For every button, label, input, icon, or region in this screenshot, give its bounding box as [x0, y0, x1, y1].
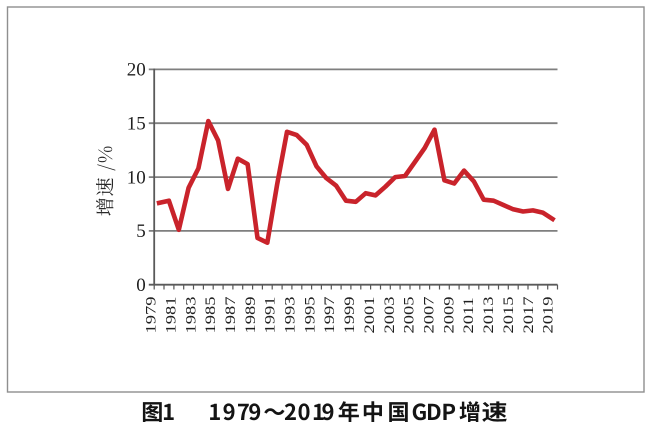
svg-text:1999: 1999	[341, 297, 358, 334]
svg-text:2009: 2009	[440, 297, 457, 334]
svg-text:15: 15	[127, 114, 146, 135]
svg-text:1993: 1993	[281, 297, 298, 334]
svg-text:2011: 2011	[460, 297, 477, 333]
svg-text:2013: 2013	[480, 297, 497, 334]
svg-text:2015: 2015	[500, 297, 517, 334]
svg-text:2007: 2007	[420, 297, 437, 334]
svg-text:2005: 2005	[400, 297, 417, 334]
svg-text:1981: 1981	[162, 297, 179, 334]
svg-text:1997: 1997	[321, 297, 338, 334]
svg-text:2017: 2017	[520, 297, 537, 334]
svg-text:10: 10	[127, 167, 146, 188]
svg-text:1995: 1995	[301, 297, 318, 334]
svg-text:20: 20	[127, 60, 146, 81]
svg-text:1983: 1983	[182, 297, 199, 334]
svg-text:0: 0	[136, 275, 146, 296]
svg-text:1989: 1989	[242, 297, 259, 334]
svg-text:2001: 2001	[361, 297, 378, 334]
svg-text:1991: 1991	[261, 297, 278, 334]
svg-text:1979: 1979	[142, 297, 159, 334]
svg-text:5: 5	[136, 221, 146, 242]
svg-text:1985: 1985	[202, 297, 219, 334]
svg-text:1987: 1987	[222, 297, 239, 334]
svg-text:2003: 2003	[381, 297, 398, 334]
svg-text:2019: 2019	[539, 297, 556, 334]
